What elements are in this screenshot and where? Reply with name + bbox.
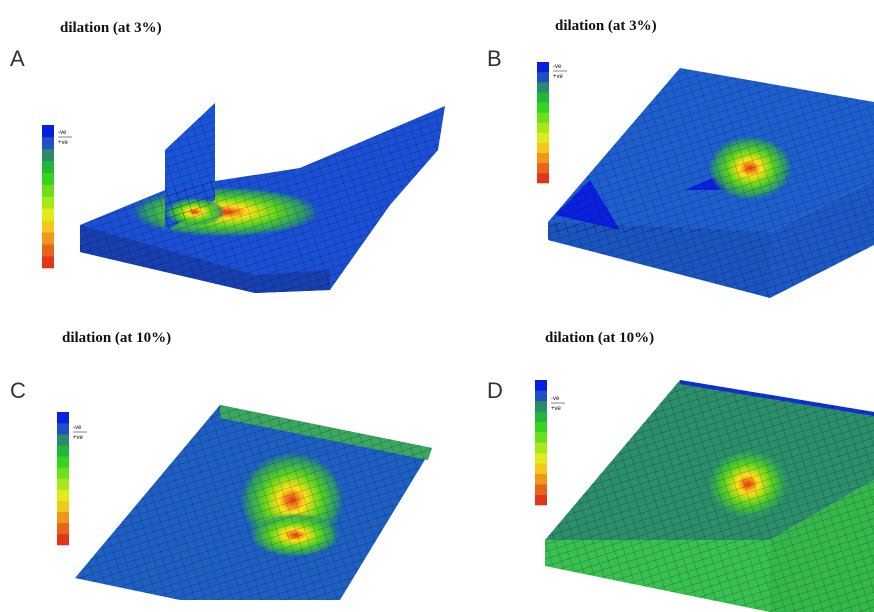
legend-label: +ve [553, 74, 564, 80]
legend-swatch [42, 220, 54, 233]
legend-swatch [537, 142, 549, 154]
legend-swatch [57, 522, 69, 535]
legend-label: -ve [551, 396, 560, 402]
legend-swatch [57, 412, 69, 424]
panel-a: dilation (at 3%) A -ve +ve [10, 20, 445, 293]
legend-swatch [42, 208, 54, 221]
legend-swatch [42, 196, 54, 209]
legend-label: +ve [551, 406, 562, 412]
legend-swatch [535, 484, 547, 495]
panel-title: dilation (at 10%) [545, 330, 654, 346]
legend-swatch [57, 423, 69, 435]
panel-label: A [10, 46, 25, 71]
legend: -ve +ve [535, 380, 565, 506]
panel-c: dilation (at 10%) C -ve +ve [10, 330, 432, 600]
mesh-grid [770, 180, 874, 298]
legend-swatch [42, 172, 54, 185]
legend-swatch [535, 442, 547, 454]
mesh-grid [548, 68, 874, 232]
legend-label: -ve [553, 64, 562, 70]
panel-label: C [10, 378, 26, 403]
legend-swatch [57, 478, 69, 490]
legend-swatch [42, 232, 54, 245]
legend-swatch [535, 411, 547, 422]
legend: -ve +ve [537, 62, 567, 184]
mesh-grid [545, 380, 874, 540]
legend-swatch [535, 390, 547, 402]
legend-swatch [42, 160, 54, 173]
mesh-grid [548, 222, 770, 298]
legend-label: +ve [58, 140, 69, 146]
legend-swatch [535, 432, 547, 443]
legend-swatch [537, 152, 549, 164]
legend-swatch [535, 380, 547, 391]
legend-swatch [57, 511, 69, 524]
legend-label: +ve [73, 435, 84, 441]
panel-d: dilation (at 10%) D -ve +ve [487, 330, 874, 612]
panel-b: dilation (at 3%) B -ve +ve [487, 18, 874, 298]
legend-swatch [537, 102, 549, 113]
mesh-grid [770, 480, 874, 612]
legend-swatch [535, 452, 547, 464]
legend-swatch [535, 463, 547, 475]
panel-title: dilation (at 3%) [60, 20, 162, 36]
legend-swatch [42, 148, 54, 162]
legend-swatch [57, 467, 69, 479]
legend-swatch [42, 136, 54, 150]
legend-swatch [57, 456, 69, 468]
legend-swatch [535, 494, 547, 506]
legend-swatch [57, 489, 69, 501]
legend-swatch [57, 445, 69, 457]
legend: -ve +ve [42, 125, 72, 269]
legend-swatch [537, 122, 549, 133]
legend: -ve +ve [57, 412, 87, 546]
legend-swatch [57, 500, 69, 513]
legend-swatch [537, 172, 549, 184]
legend-label: -ve [58, 130, 67, 136]
legend-swatch [537, 132, 549, 143]
legend-swatch [535, 421, 547, 433]
legend-swatch [57, 434, 69, 446]
legend-swatch [57, 533, 69, 546]
mesh-grid [80, 106, 445, 293]
legend-swatch [42, 184, 54, 197]
legend-swatch [537, 162, 549, 174]
legend-swatch [42, 125, 54, 138]
mesh-grid [165, 103, 215, 232]
legend-swatch [535, 473, 547, 485]
mesh-grid [75, 405, 432, 600]
legend-swatch [537, 62, 549, 73]
legend-swatch [537, 72, 549, 83]
legend-swatch [537, 92, 549, 103]
legend-swatch [42, 256, 54, 269]
legend-swatch [537, 82, 549, 93]
legend-swatch [535, 400, 547, 412]
panel-title: dilation (at 10%) [62, 330, 171, 346]
legend-swatch [537, 112, 549, 123]
mesh-grid [545, 540, 770, 612]
panel-label: D [487, 378, 503, 403]
panel-title: dilation (at 3%) [555, 18, 657, 34]
legend-swatch [42, 244, 54, 257]
legend-label: -ve [73, 425, 82, 431]
panel-label: B [487, 46, 502, 71]
